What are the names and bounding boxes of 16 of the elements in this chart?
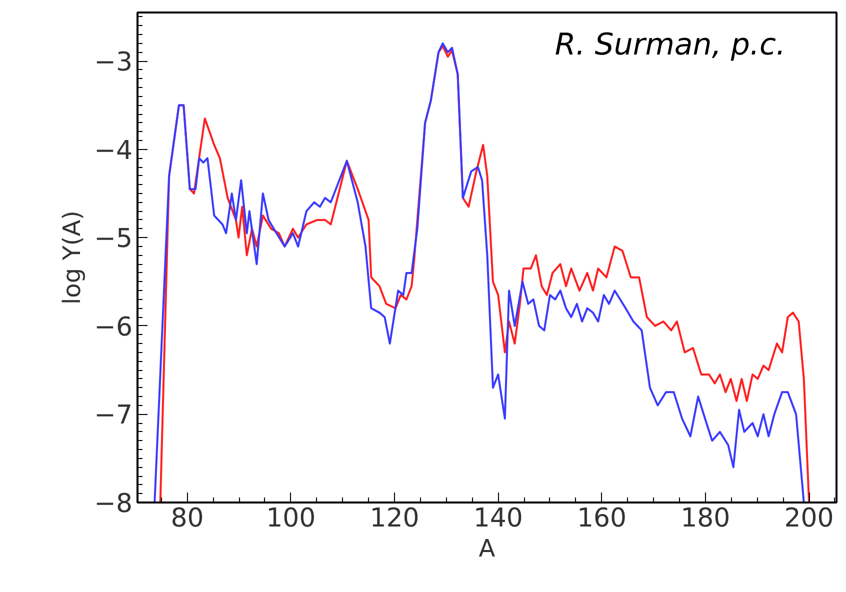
x-tick-label: 100 (266, 504, 316, 534)
x-tick-label: 200 (784, 504, 834, 534)
annotation: R. Surman, p.c. (554, 28, 786, 62)
y-tick-label: −6 (94, 312, 132, 342)
x-axis-title: A (478, 534, 496, 562)
x-tick-label: 160 (576, 504, 627, 534)
y-tick-label: −5 (94, 224, 132, 254)
y-tick-label: −8 (94, 489, 132, 519)
x-tick-label: 120 (370, 504, 420, 534)
y-tick-label: −7 (94, 400, 132, 431)
y-axis-title: log Y(A) (58, 210, 86, 305)
x-tick-label: 80 (170, 504, 204, 534)
x-tick-label: 180 (680, 504, 730, 534)
y-tick-label: −4 (94, 136, 132, 166)
y-tick-label: −3 (94, 48, 132, 78)
x-tick-label: 140 (473, 504, 523, 534)
